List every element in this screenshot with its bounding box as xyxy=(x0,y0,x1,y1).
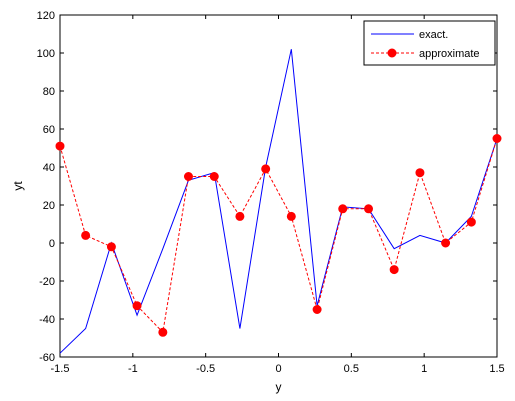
x-tick-label: 1.5 xyxy=(489,363,504,375)
data-point-approximate xyxy=(132,301,142,311)
legend-label-approximate: approximate xyxy=(419,48,480,60)
x-tick-label: -1 xyxy=(128,363,138,375)
y-tick-label: 80 xyxy=(43,86,55,98)
y-tick-label: 0 xyxy=(49,238,55,250)
data-point-approximate xyxy=(106,242,116,252)
data-point-approximate xyxy=(55,141,65,151)
legend-marker-approximate xyxy=(387,48,397,58)
y-tick-label: -60 xyxy=(39,352,55,364)
data-point-approximate xyxy=(364,204,374,214)
data-point-approximate xyxy=(235,211,245,221)
data-point-approximate xyxy=(183,172,193,181)
data-point-approximate xyxy=(466,217,476,227)
data-point-approximate xyxy=(415,168,425,178)
data-point-approximate xyxy=(338,204,348,214)
series-line-approximate xyxy=(59,138,498,334)
series-line-exact xyxy=(59,49,498,354)
legend-label-exact: exact. xyxy=(419,29,448,41)
plot-area xyxy=(59,14,498,358)
data-point-approximate xyxy=(389,265,399,275)
x-tick-label: 0 xyxy=(275,363,281,375)
data-point-approximate xyxy=(209,172,219,181)
x-axis-label: y xyxy=(276,380,282,394)
data-point-approximate xyxy=(81,230,91,240)
x-tick-label: -0.5 xyxy=(196,363,215,375)
y-tick-label: 60 xyxy=(43,124,55,136)
x-tick-label: 1 xyxy=(421,363,427,375)
data-point-approximate xyxy=(312,305,322,314)
data-point-approximate xyxy=(286,211,296,221)
y-tick-label: 40 xyxy=(43,162,55,174)
y-tick-label: -20 xyxy=(39,276,55,288)
legend: exact. approximate xyxy=(363,20,496,66)
series-layer xyxy=(55,49,502,354)
y-axis-label: yt xyxy=(11,181,25,191)
data-point-approximate xyxy=(441,238,451,248)
y-tick-label: -40 xyxy=(39,314,55,326)
y-tick-label: 120 xyxy=(37,10,55,22)
x-tick-label: 0.5 xyxy=(344,363,359,375)
y-tick-label: 100 xyxy=(37,48,55,60)
data-point-approximate xyxy=(158,327,168,337)
x-tick-label: -1.5 xyxy=(51,363,70,375)
x-axis-ticks: -1.5 -1 -0.5 0 0.5 1 1.5 xyxy=(51,15,505,375)
y-axis-ticks: -60 -40 -20 0 20 40 60 80 100 120 xyxy=(37,10,497,364)
data-point-approximate xyxy=(492,134,502,143)
data-point-approximate xyxy=(261,164,271,174)
legend-box xyxy=(363,20,496,66)
y-tick-label: 20 xyxy=(43,200,55,212)
